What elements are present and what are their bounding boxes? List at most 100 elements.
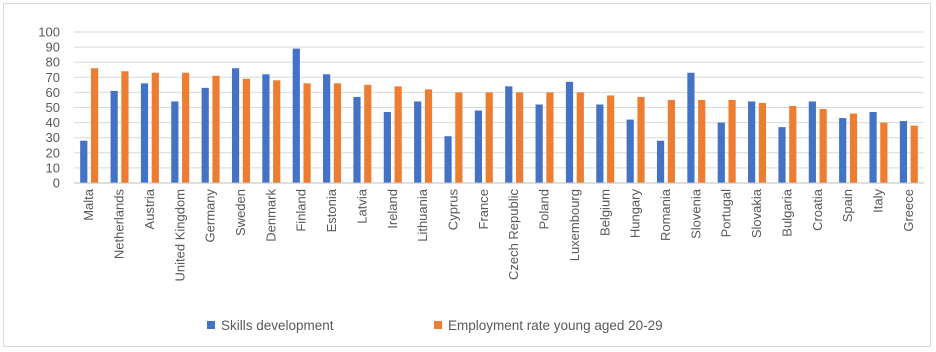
legend-label-employment: Employment rate young aged 20-29 bbox=[448, 318, 663, 333]
x-tick-label: Poland bbox=[537, 189, 552, 229]
bar-skills-netherlands bbox=[110, 90, 118, 183]
bar-skills-belgium bbox=[596, 104, 604, 183]
x-tick-label: Portugal bbox=[719, 189, 734, 238]
x-tick-label: Latvia bbox=[354, 188, 369, 223]
x-tick-label: Malta bbox=[81, 188, 96, 221]
bar-skills-romania bbox=[656, 140, 665, 183]
y-tick-label: 0 bbox=[53, 176, 60, 191]
bar-skills-denmark bbox=[262, 74, 270, 183]
bar-skills-germany bbox=[201, 87, 209, 183]
x-tick-label: Finland bbox=[294, 189, 309, 232]
bar-employment-united-kingdom bbox=[182, 72, 190, 183]
bar-employment-estonia bbox=[333, 83, 342, 183]
bar-employment-bulgaria bbox=[789, 105, 797, 183]
bar-employment-malta bbox=[90, 68, 99, 183]
y-tick-label: 50 bbox=[46, 100, 60, 115]
x-tick-label: Italy bbox=[870, 189, 885, 213]
bar-employment-cyprus bbox=[455, 92, 463, 183]
x-tick-label: Denmark bbox=[263, 189, 278, 242]
legend-label-skills: Skills development bbox=[221, 318, 334, 333]
legend-swatch-skills bbox=[207, 321, 215, 329]
bar-skills-czech-republic bbox=[505, 86, 513, 183]
legend: Skills development Employment rate young … bbox=[207, 318, 663, 333]
x-tick-label: Slovakia bbox=[749, 188, 764, 238]
bar-skills-malta bbox=[80, 140, 88, 183]
bar-employment-france bbox=[485, 92, 493, 183]
x-tick-label: France bbox=[476, 189, 491, 229]
bar-employment-netherlands bbox=[121, 71, 129, 183]
x-tick-label: Czech Republic bbox=[506, 189, 521, 281]
y-tick-label: 30 bbox=[46, 130, 60, 145]
x-tick-label: Slovenia bbox=[688, 188, 703, 239]
bar-skills-sweden bbox=[231, 68, 240, 183]
x-tick-label: Luxembourg bbox=[567, 189, 582, 261]
bar-employment-czech-republic bbox=[515, 92, 524, 183]
bar-employment-poland bbox=[546, 92, 554, 183]
bars bbox=[80, 48, 918, 183]
y-tick-label: 40 bbox=[46, 115, 60, 130]
bar-skills-portugal bbox=[717, 122, 725, 183]
bar-skills-united-kingdom bbox=[171, 101, 179, 183]
bar-skills-france bbox=[474, 110, 483, 183]
x-tick-label: Belgium bbox=[597, 189, 612, 236]
y-tick-label: 10 bbox=[46, 160, 60, 175]
bar-skills-croatia bbox=[808, 101, 816, 183]
bar-skills-latvia bbox=[353, 96, 361, 183]
bar-skills-italy bbox=[869, 112, 877, 183]
bar-employment-luxembourg bbox=[576, 92, 584, 183]
y-tick-label: 80 bbox=[46, 55, 60, 70]
x-tick-label: Croatia bbox=[810, 188, 825, 231]
bar-employment-ireland bbox=[394, 86, 402, 183]
bar-employment-sweden bbox=[242, 78, 250, 183]
bar-skills-bulgaria bbox=[778, 127, 786, 183]
y-tick-label: 70 bbox=[46, 70, 60, 85]
bar-employment-germany bbox=[212, 75, 220, 183]
bar-employment-romania bbox=[667, 99, 675, 183]
x-tick-label: Ireland bbox=[385, 189, 400, 229]
bar-skills-luxembourg bbox=[565, 81, 574, 183]
x-tick-label: Austria bbox=[142, 188, 157, 229]
bar-skills-lithuania bbox=[414, 101, 422, 183]
bar-employment-greece bbox=[910, 125, 918, 183]
bar-employment-italy bbox=[880, 122, 888, 183]
x-tick-label: Sweden bbox=[233, 189, 248, 236]
bar-employment-lithuania bbox=[424, 89, 433, 183]
bar-employment-denmark bbox=[273, 80, 281, 183]
y-tick-label: 100 bbox=[38, 25, 60, 40]
x-tick-label: Netherlands bbox=[112, 189, 127, 260]
bar-employment-austria bbox=[151, 72, 159, 183]
bar-employment-spain bbox=[849, 113, 858, 183]
x-tick-label: Cyprus bbox=[445, 189, 460, 231]
x-tick-label: Estonia bbox=[324, 188, 339, 232]
bar-skills-estonia bbox=[323, 74, 331, 183]
bar-skills-austria bbox=[140, 83, 149, 183]
bar-employment-belgium bbox=[607, 95, 615, 183]
bar-skills-cyprus bbox=[444, 136, 452, 183]
x-axis-ticks: Malta Netherlands Austria United Kingdom Ger… bbox=[81, 188, 916, 281]
bar-skills-spain bbox=[839, 118, 847, 183]
bar-employment-croatia bbox=[819, 109, 827, 183]
bar-skills-greece bbox=[899, 121, 908, 183]
bar-employment-hungary bbox=[637, 96, 645, 183]
y-tick-label: 90 bbox=[46, 40, 60, 55]
bar-skills-finland bbox=[292, 48, 300, 183]
x-tick-label: Hungary bbox=[628, 189, 643, 239]
x-tick-label: Bulgaria bbox=[779, 188, 794, 236]
legend-swatch-employment bbox=[434, 321, 442, 329]
bar-employment-slovenia bbox=[698, 99, 706, 183]
bar-skills-slovakia bbox=[748, 101, 756, 183]
x-tick-label: Greece bbox=[901, 189, 916, 232]
y-tick-label: 20 bbox=[46, 145, 60, 160]
bar-employment-portugal bbox=[728, 99, 736, 183]
bar-skills-slovenia bbox=[687, 72, 695, 183]
x-tick-label: Romania bbox=[658, 188, 673, 241]
x-tick-label: Spain bbox=[840, 189, 855, 222]
gridlines bbox=[74, 31, 924, 169]
bar-employment-finland bbox=[303, 83, 311, 183]
bar-employment-latvia bbox=[364, 84, 372, 183]
bar-skills-ireland bbox=[383, 112, 391, 183]
x-tick-label: United Kingdom bbox=[172, 189, 187, 282]
y-tick-label: 60 bbox=[46, 85, 60, 100]
